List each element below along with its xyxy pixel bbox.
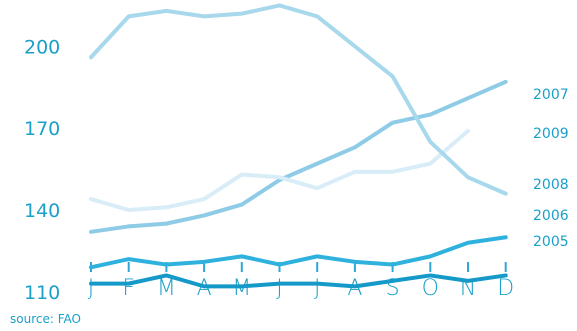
x-tick-label: J (314, 276, 321, 301)
y-tick-label: 170 (24, 118, 60, 140)
series-label-2006: 2006 (533, 208, 569, 224)
x-tick-label: A (197, 276, 212, 301)
series-line-2007 (89, 79, 508, 234)
series-line-2008 (89, 3, 508, 196)
x-tick-label: O (422, 276, 439, 301)
series-line-2005 (89, 273, 508, 289)
source-note: source: FAO (10, 312, 81, 326)
y-axis-tick-labels: 110 140 170 200 (24, 36, 60, 303)
y-tick-label: 140 (24, 200, 60, 222)
x-tick-label: A (347, 276, 362, 301)
series-label-2007: 2007 (533, 87, 569, 103)
x-tick-label: J (276, 276, 283, 301)
x-tick-label: J (88, 276, 95, 301)
series-label-2008: 2008 (533, 177, 569, 193)
x-tick-label: M (232, 276, 251, 301)
x-tick-label: D (497, 276, 514, 301)
series-label-2009: 2009 (533, 126, 569, 142)
series-label-2005: 2005 (533, 234, 569, 250)
x-tick-label: M (157, 276, 176, 301)
series-lines (89, 3, 508, 289)
y-tick-label: 200 (24, 36, 60, 58)
x-tick-label: F (122, 276, 135, 301)
y-tick-label: 110 (24, 282, 60, 304)
series-end-labels: 2007 2009 2008 2006 2005 (533, 87, 569, 250)
series-line-2006 (89, 235, 508, 270)
series-line-2009 (89, 128, 470, 212)
